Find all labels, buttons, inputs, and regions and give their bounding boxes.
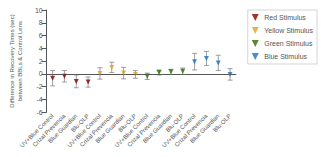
svg-text:Red Stimulus: Red Stimulus	[264, 14, 306, 21]
svg-text:10: 10	[35, 7, 43, 14]
svg-text:UV+Blue Control: UV+Blue Control	[66, 112, 103, 149]
svg-text:Crizal Prevencia: Crizal Prevencia	[31, 112, 67, 148]
svg-text:Blu-OLP: Blu-OLP	[164, 112, 185, 134]
svg-text:Green Stimulus: Green Stimulus	[264, 40, 313, 47]
svg-text:Blue Guardian: Blue Guardian	[47, 112, 79, 145]
svg-text:4: 4	[39, 45, 43, 52]
svg-text:8: 8	[39, 19, 43, 26]
svg-text:6: 6	[39, 32, 43, 39]
svg-text:Crizal Prevencia: Crizal Prevencia	[173, 112, 209, 148]
svg-text:Blue Guardian: Blue Guardian	[189, 112, 221, 145]
svg-text:0: 0	[39, 70, 43, 77]
svg-text:UV+Blue Control: UV+Blue Control	[160, 112, 197, 149]
svg-text:-6: -6	[36, 109, 42, 116]
svg-text:Blu-OLP: Blu-OLP	[70, 112, 91, 134]
svg-text:UV+Blue Control: UV+Blue Control	[113, 112, 150, 149]
svg-text:UV+Blue Control: UV+Blue Control	[18, 112, 55, 149]
svg-text:between BBLs & Control Lens: between BBLs & Control Lens	[17, 21, 23, 101]
svg-text:-2: -2	[36, 83, 42, 90]
svg-text:2: 2	[39, 58, 43, 65]
svg-text:Blu-OLP: Blu-OLP	[117, 112, 138, 134]
svg-text:Crizal Prevencia: Crizal Prevencia	[78, 112, 114, 148]
svg-text:Blue Guardian: Blue Guardian	[141, 112, 173, 145]
svg-text:Blue Stimulus: Blue Stimulus	[264, 53, 307, 60]
svg-text:-4: -4	[36, 96, 42, 103]
svg-text:Blu-OLP: Blu-OLP	[212, 113, 232, 133]
svg-text:Difference in Recovery Times (: Difference in Recovery Times (sec)	[9, 14, 15, 107]
svg-text:Crizal Prevencia: Crizal Prevencia	[126, 112, 162, 148]
svg-text:Blue Guardian: Blue Guardian	[94, 112, 126, 145]
svg-text:Yellow Stimulus: Yellow Stimulus	[264, 27, 313, 34]
